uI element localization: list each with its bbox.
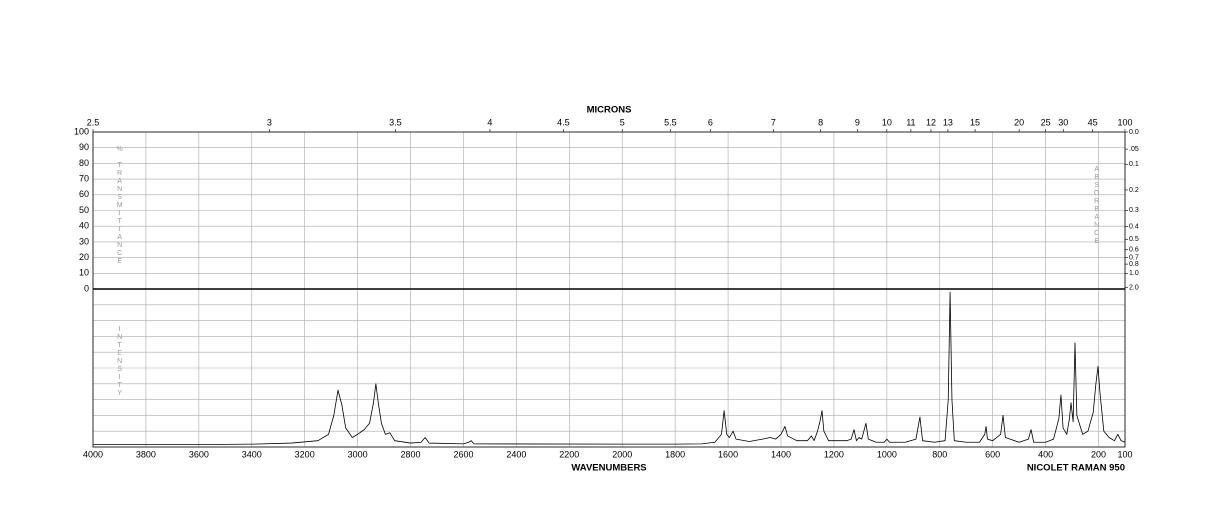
x2-tick-label: 11 xyxy=(906,117,915,127)
y2-tick-label: 0.2 xyxy=(1129,187,1139,194)
y2-tick-label: 2.0 xyxy=(1129,284,1139,291)
y-tick-label: 40 xyxy=(79,221,89,231)
x2-tick-label: 100 xyxy=(1117,117,1132,127)
x2-tick-label: 6 xyxy=(708,117,713,127)
x2-tick-label: 3.5 xyxy=(389,117,402,127)
y-tick-label: 80 xyxy=(79,158,89,168)
x-tick-label: 3400 xyxy=(242,449,262,459)
spectrum-line xyxy=(93,291,1126,446)
x-tick-label: 600 xyxy=(985,449,1000,459)
x-tick-label: 1800 xyxy=(665,449,685,459)
y-tick-label: 100 xyxy=(74,126,89,136)
y-tick-label: 10 xyxy=(79,268,89,278)
y2-tick-label: 0.6 xyxy=(1129,246,1139,253)
x-tick-label: 3200 xyxy=(295,449,315,459)
y2-tick-label: .05 xyxy=(1129,146,1139,153)
x2-tick-label: 12 xyxy=(926,117,936,127)
y2-tick-label: 1.0 xyxy=(1129,270,1139,277)
x2-tick-label: 3 xyxy=(267,117,272,127)
x2-tick-label: 30 xyxy=(1058,117,1068,127)
y2-tick-label: 0.3 xyxy=(1129,207,1139,214)
x-tick-label: 3000 xyxy=(348,449,368,459)
y-tick-label: 50 xyxy=(79,205,89,215)
x-tick-label: 2600 xyxy=(453,449,473,459)
x2-label: MICRONS xyxy=(587,105,632,116)
x-label: WAVENUMBERS xyxy=(571,463,646,474)
x2-tick-label: 5 xyxy=(620,117,625,127)
y2-tick-label: 0.5 xyxy=(1129,236,1139,243)
x2-tick-label: 9 xyxy=(855,117,860,127)
y-tick-label: 20 xyxy=(79,252,89,262)
x-tick-label: 2200 xyxy=(559,449,579,459)
y-tick-label: 30 xyxy=(79,236,89,246)
y-tick-label: 90 xyxy=(79,142,89,152)
x2-tick-label: 15 xyxy=(970,117,980,127)
x2-tick-label: 10 xyxy=(882,117,892,127)
x-tick-label: 200 xyxy=(1091,449,1106,459)
x-tick-label: 4000 xyxy=(83,449,103,459)
x-tick-label: 400 xyxy=(1038,449,1053,459)
y2-tick-label: 0.4 xyxy=(1129,223,1139,230)
x-tick-label: 2800 xyxy=(401,449,421,459)
x2-tick-label: 13 xyxy=(943,117,953,127)
x2-tick-label: 4 xyxy=(487,117,492,127)
x2-tick-label: 8 xyxy=(818,117,823,127)
x-tick-label: 1400 xyxy=(771,449,791,459)
y-tick-label: 0 xyxy=(84,283,89,293)
x-tick-label: 1200 xyxy=(824,449,844,459)
x-tick-label: 2000 xyxy=(612,449,632,459)
y2-tick-label: 0.0 xyxy=(1129,129,1139,136)
y-tick-label: 60 xyxy=(79,189,89,199)
instrument-note: NICOLET RAMAN 950 xyxy=(1027,463,1125,474)
y-tick-label: 70 xyxy=(79,173,89,183)
x-tick-label: 1000 xyxy=(877,449,897,459)
x-tick-label: 100 xyxy=(1117,449,1132,459)
x2-tick-label: 20 xyxy=(1014,117,1024,127)
y2-tick-label: 0.7 xyxy=(1129,255,1139,262)
x-tick-label: 1600 xyxy=(718,449,738,459)
x2-tick-label: 5.5 xyxy=(664,117,677,127)
x2-tick-label: 2.5 xyxy=(87,117,100,127)
y-label: % TRANSMITTANCE xyxy=(116,146,123,266)
x-tick-label: 2400 xyxy=(506,449,526,459)
x2-tick-label: 25 xyxy=(1041,117,1051,127)
y3-label: INTENSITY xyxy=(116,326,123,398)
x-tick-label: 3800 xyxy=(136,449,156,459)
x-tick-label: 3600 xyxy=(189,449,209,459)
x-tick-label: 800 xyxy=(932,449,947,459)
y2-label: ABSORBANCE xyxy=(1093,166,1100,246)
x2-tick-label: 4.5 xyxy=(557,117,570,127)
y2-tick-label: 0.1 xyxy=(1129,161,1139,168)
x2-tick-label: 7 xyxy=(771,117,776,127)
x2-tick-label: 45 xyxy=(1088,117,1098,127)
y2-tick-label: 0.8 xyxy=(1129,261,1139,268)
